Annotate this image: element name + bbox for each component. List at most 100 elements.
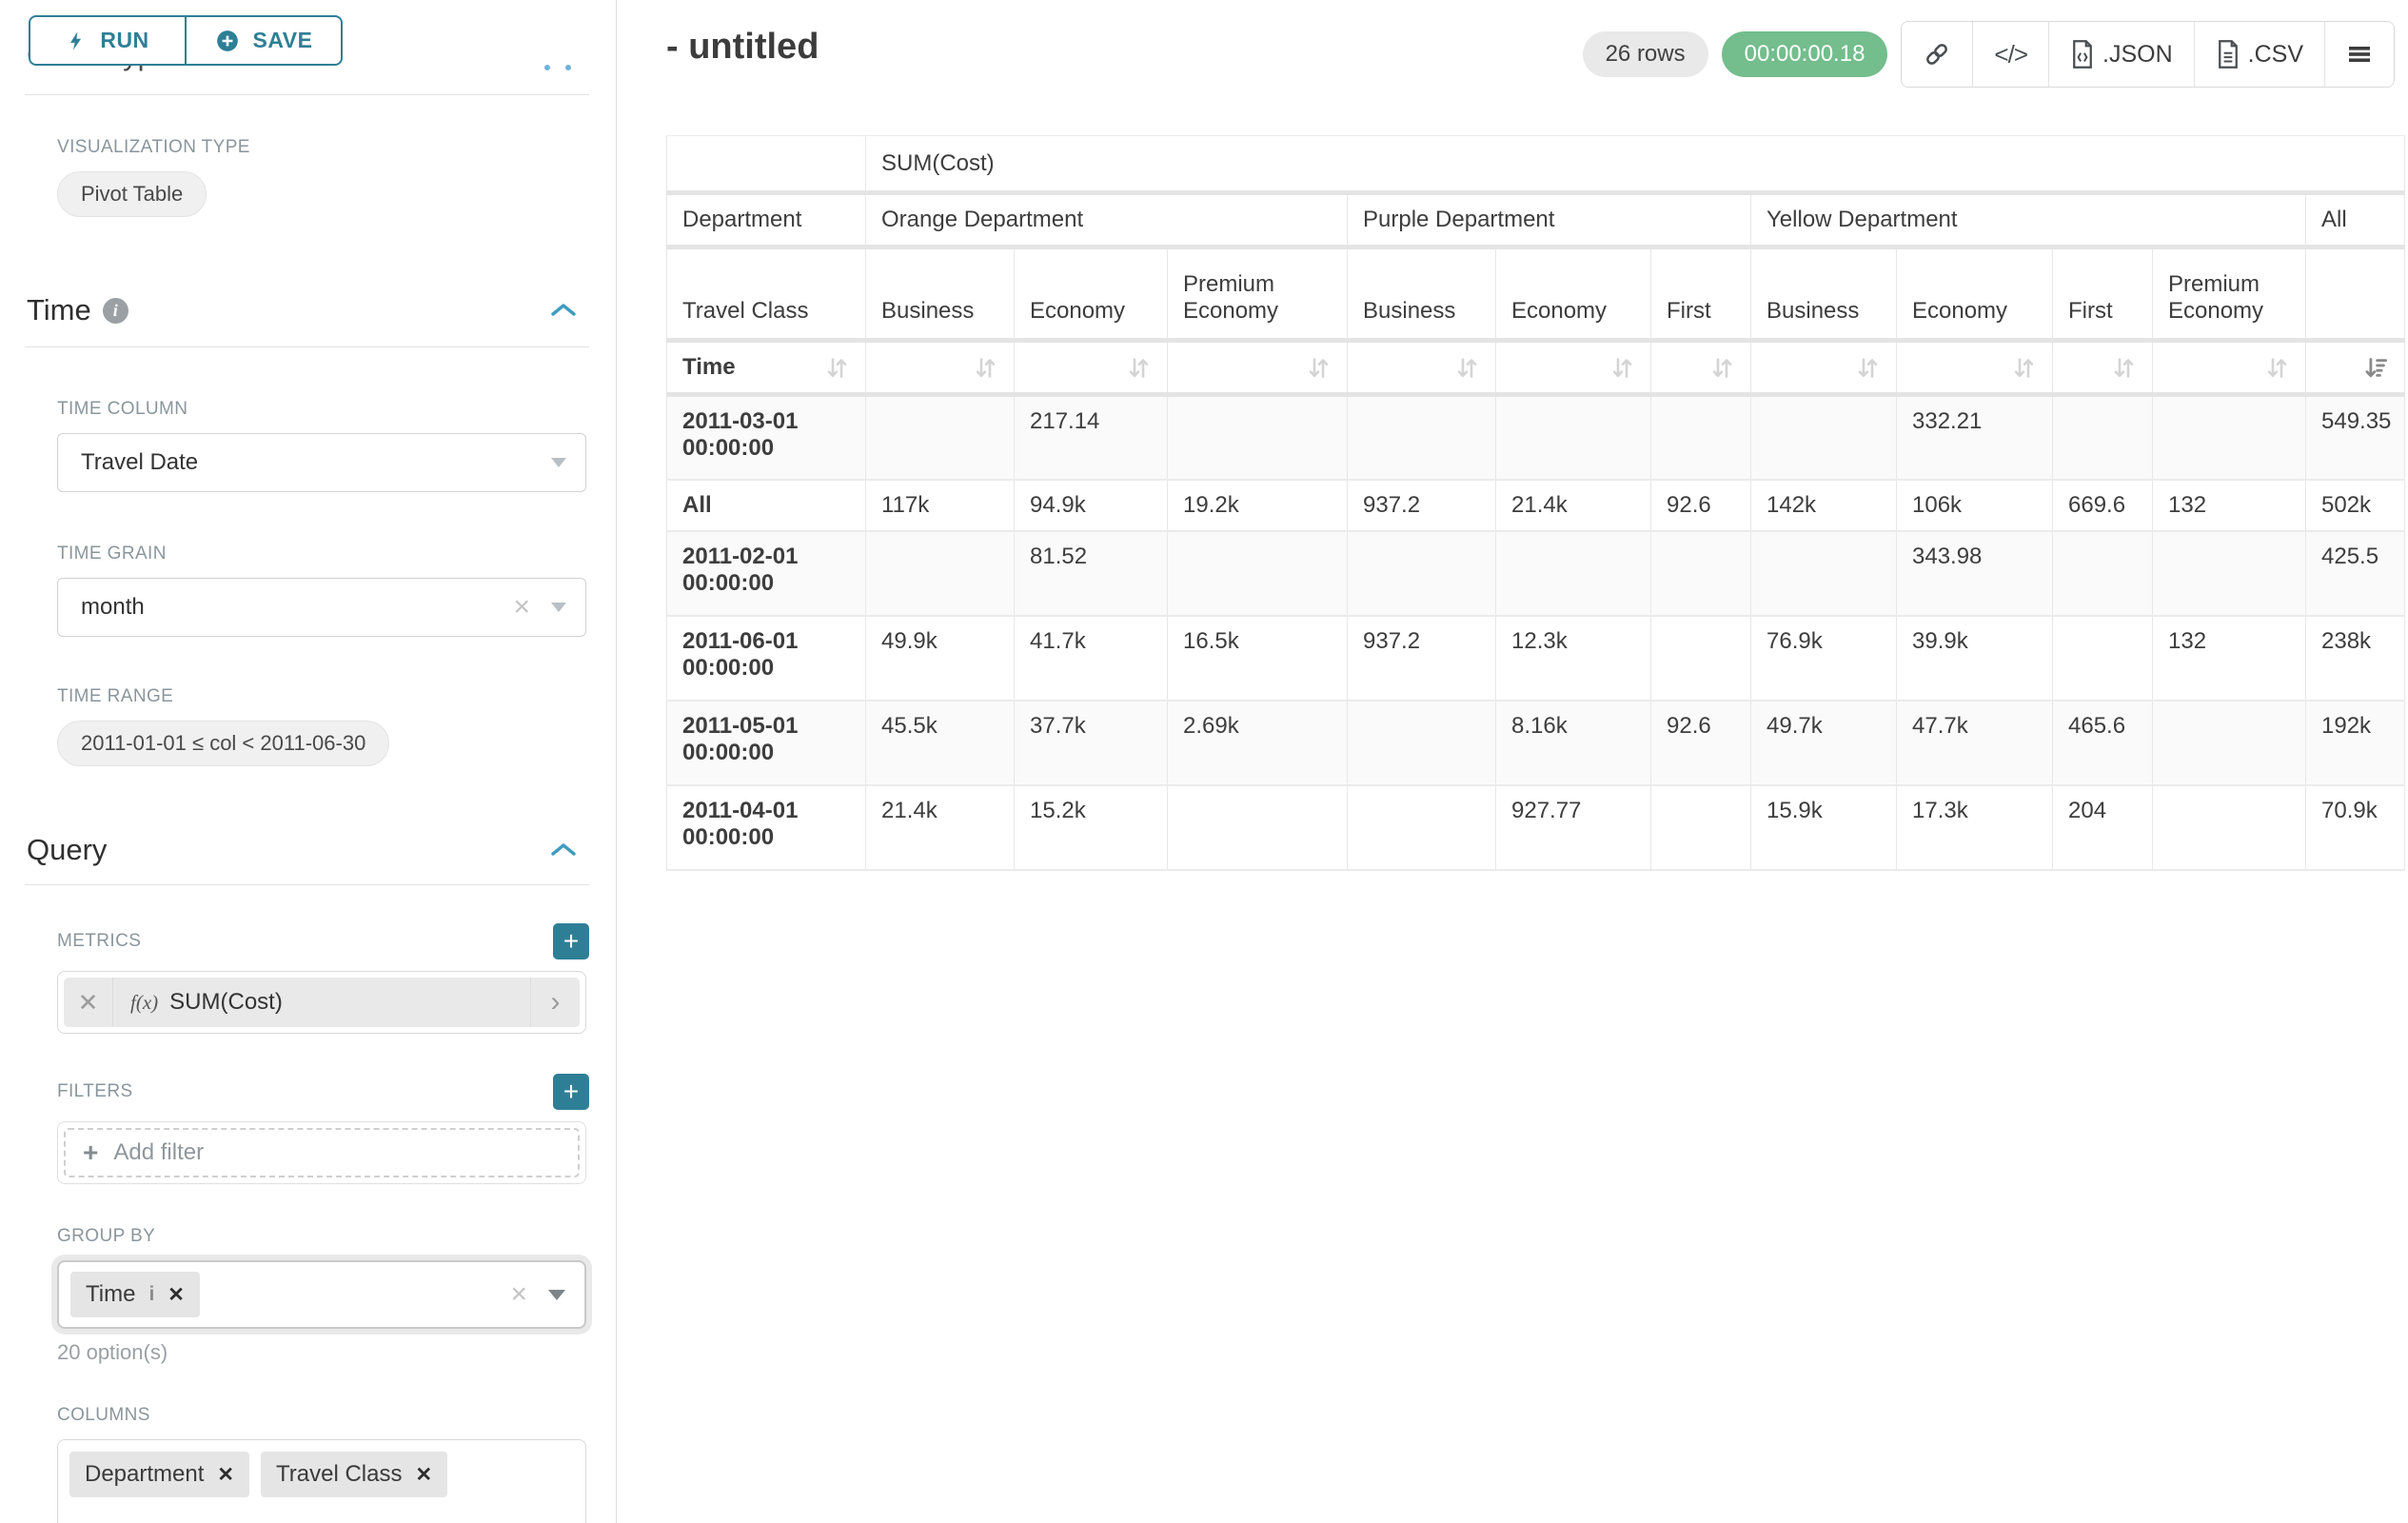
chart-title[interactable]: - untitled	[666, 27, 819, 67]
pivot-cell: 17.3k	[1896, 784, 2053, 871]
column-sort-header[interactable]	[1167, 340, 1348, 397]
run-button[interactable]: RUN	[29, 15, 187, 66]
view-query-button[interactable]: </>	[1972, 22, 2049, 87]
time-range-value[interactable]: 2011-01-01 ≤ col < 2011-06-30	[57, 721, 390, 766]
sort-icon[interactable]	[1454, 355, 1480, 381]
remove-metric-icon[interactable]: ✕	[64, 978, 113, 1027]
travel-class-header: Business	[865, 247, 1015, 343]
travel-class-header: Economy	[1495, 247, 1651, 343]
link-icon	[1923, 40, 1951, 69]
pivot-cell	[1750, 394, 1897, 481]
pivot-cell: 142k	[1750, 479, 1897, 532]
column-sort-header[interactable]	[1495, 340, 1651, 397]
column-sort-header[interactable]	[1347, 340, 1496, 397]
pivot-cell: 92.6	[1650, 479, 1751, 532]
pivot-cell: 15.9k	[1750, 784, 1897, 871]
pivot-cell: 332.21	[1896, 394, 2053, 481]
export-button-group: </> .JSON .CSV	[1901, 21, 2395, 88]
columns-chip: Department ✕	[69, 1452, 249, 1497]
travel-class-header: First	[2052, 247, 2153, 343]
sort-icon[interactable]	[824, 355, 850, 381]
menu-button[interactable]	[2324, 22, 2394, 87]
pivot-cell: 937.2	[1347, 615, 1496, 702]
column-sort-header[interactable]	[865, 340, 1015, 397]
columns-chip: Travel Class ✕	[261, 1452, 448, 1497]
time-sort-header[interactable]: Time	[666, 340, 866, 397]
time-section-title: Time	[27, 293, 91, 326]
add-filter-button[interactable]: + Add filter	[64, 1128, 580, 1177]
file-json-icon	[2070, 40, 2095, 69]
column-sort-header[interactable]	[1896, 340, 2053, 397]
group-by-select[interactable]: Time i ✕ ×	[57, 1260, 586, 1329]
sort-icon[interactable]	[2011, 355, 2037, 381]
add-metric-button[interactable]: +	[553, 923, 589, 959]
pivot-cell: 45.5k	[865, 700, 1015, 786]
pivot-cell	[1167, 394, 1348, 481]
pivot-cell: 343.98	[1896, 530, 2053, 617]
clear-icon[interactable]: ×	[513, 591, 530, 623]
columns-select[interactable]: Department ✕ Travel Class ✕ ×	[57, 1439, 586, 1523]
travel-class-header: First	[1650, 247, 1751, 343]
metric-chip[interactable]: ✕ f(x) SUM(Cost) ›	[64, 978, 580, 1027]
time-grain-select[interactable]: month ×	[57, 578, 586, 637]
pivot-row-label: 2011-03-01 00:00:00	[666, 394, 866, 481]
share-link-button[interactable]	[1902, 22, 1973, 87]
chevron-up-icon[interactable]	[549, 841, 578, 860]
column-group-header: All	[2304, 192, 2406, 249]
sort-icon[interactable]	[2264, 355, 2290, 381]
sort-icon[interactable]	[1855, 355, 1881, 381]
time-section-header: Time i	[27, 293, 578, 327]
pivot-cell: 927.77	[1495, 784, 1651, 871]
columns-label: COLUMNS	[57, 1405, 150, 1425]
pivot-table-container: SUM(Cost) Department Orange Department Purp…	[666, 135, 2406, 871]
save-button[interactable]: SAVE	[185, 15, 343, 66]
sort-icon[interactable]	[1126, 355, 1152, 381]
fx-icon: f(x)	[130, 990, 159, 1014]
query-duration-badge: 00:00:00.18	[1721, 31, 1888, 77]
column-sort-header[interactable]	[2304, 340, 2406, 397]
col-dimension-header: Travel Class	[666, 247, 866, 343]
sort-icon[interactable]	[1709, 355, 1735, 381]
group-by-helper: 20 option(s)	[57, 1340, 168, 1364]
chevron-up-icon[interactable]	[549, 301, 578, 320]
sort-icon[interactable]	[1306, 355, 1332, 381]
column-sort-header[interactable]	[1650, 340, 1751, 397]
remove-chip-icon[interactable]: ✕	[168, 1283, 185, 1306]
pivot-cell	[2152, 700, 2306, 786]
pivot-cell: 49.9k	[865, 615, 1015, 702]
chevron-right-icon[interactable]: ›	[530, 978, 580, 1027]
pivot-cell	[2152, 784, 2306, 871]
panel-resize-handle[interactable]	[544, 65, 571, 70]
pivot-cell: 39.9k	[1896, 615, 2053, 702]
sort-descending-icon[interactable]	[2363, 355, 2389, 381]
sort-icon[interactable]	[2111, 355, 2137, 381]
column-sort-header[interactable]	[2052, 340, 2153, 397]
pivot-cell	[2052, 530, 2153, 617]
clear-icon[interactable]: ×	[510, 1278, 527, 1310]
metric-control: ✕ f(x) SUM(Cost) ›	[57, 971, 586, 1034]
remove-chip-icon[interactable]: ✕	[415, 1463, 433, 1486]
time-column-select[interactable]: Travel Date	[57, 433, 586, 492]
pivot-cell: 21.4k	[865, 784, 1015, 871]
add-filter-plus-button[interactable]: +	[553, 1074, 589, 1110]
pivot-cell: 92.6	[1650, 700, 1751, 786]
pivot-cell	[1495, 394, 1651, 481]
divider	[25, 884, 589, 885]
column-sort-header[interactable]	[1014, 340, 1168, 397]
group-by-chip: Time i ✕	[70, 1272, 200, 1317]
viz-type-value[interactable]: Pivot Table	[57, 171, 207, 217]
pivot-cell: 49.7k	[1750, 700, 1897, 786]
remove-chip-icon[interactable]: ✕	[217, 1463, 234, 1486]
clear-icon[interactable]: ×	[511, 1518, 528, 1523]
column-sort-header[interactable]	[1750, 340, 1897, 397]
sort-icon[interactable]	[973, 355, 998, 381]
column-sort-header[interactable]	[2152, 340, 2306, 397]
file-csv-icon	[2216, 40, 2240, 69]
pivot-cell	[1495, 530, 1651, 617]
caret-down-icon	[548, 1289, 565, 1300]
export-csv-button[interactable]: .CSV	[2193, 22, 2324, 87]
export-json-button[interactable]: .JSON	[2048, 22, 2194, 87]
pivot-cell: 192k	[2304, 700, 2406, 786]
sort-icon[interactable]	[1609, 355, 1635, 381]
